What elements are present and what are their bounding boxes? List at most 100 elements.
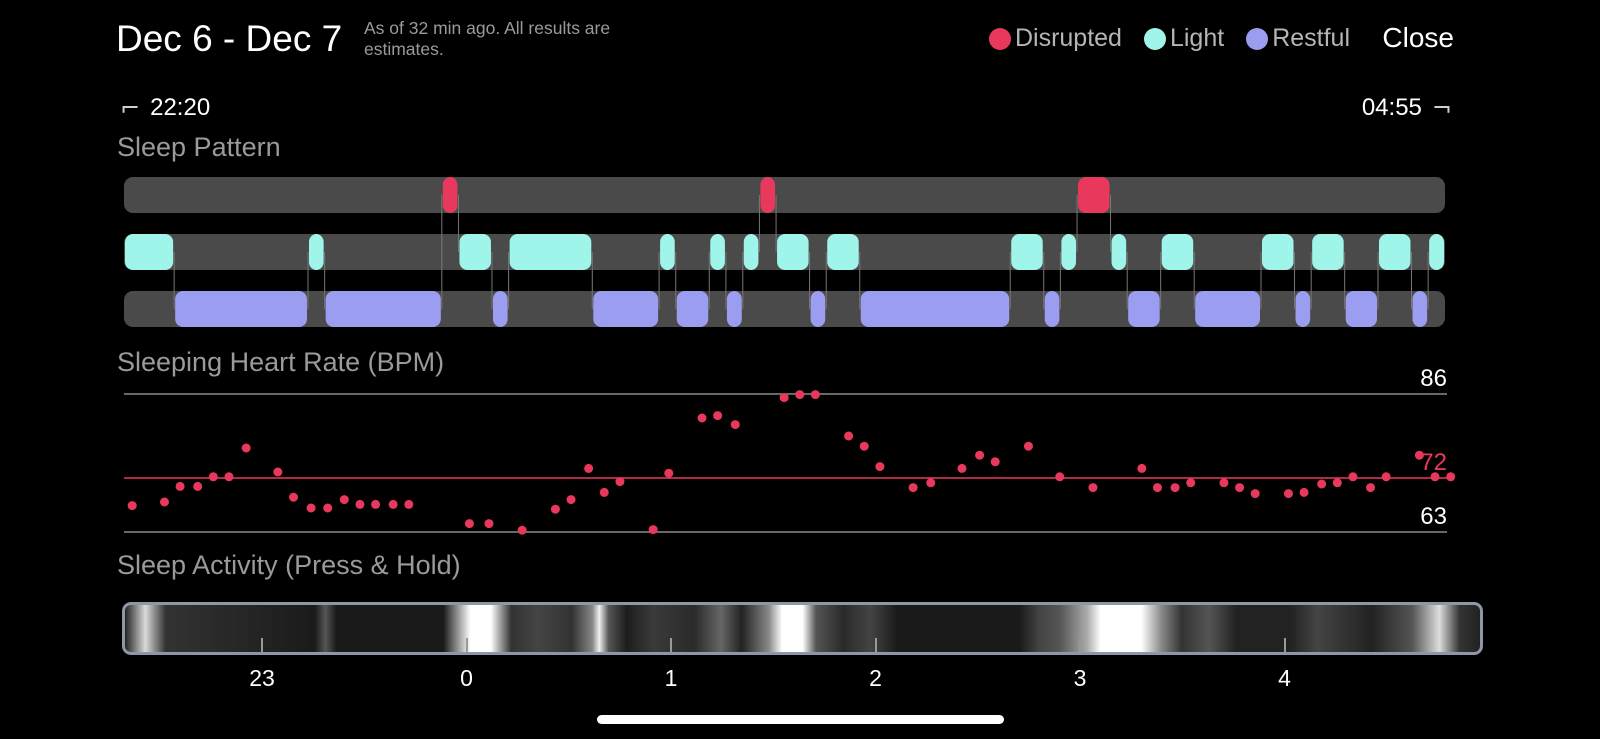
x-tick-mark [874, 638, 877, 652]
x-tick-mark [1079, 638, 1081, 652]
restful-dot-icon [1246, 27, 1269, 50]
heart-rate-point [1430, 472, 1440, 482]
heart-rate-point [175, 481, 185, 491]
heart-rate-point [388, 499, 398, 509]
segment-restful [1044, 291, 1060, 327]
segment-light [125, 234, 174, 270]
segment-restful [1412, 291, 1428, 327]
segment-light [1111, 234, 1127, 270]
legend-restful-label: Restful [1272, 24, 1350, 52]
segment-restful [676, 291, 709, 327]
x-tick-mark [465, 638, 468, 652]
end-time: 04:55 ¬ [1362, 94, 1452, 122]
heart-rate-point [1023, 441, 1033, 451]
heart-rate-point [484, 519, 494, 529]
reference-label-72: 72 [1420, 449, 1447, 476]
heart-rate-point [159, 497, 169, 507]
segment-restful [860, 291, 1010, 327]
heart-rate-point [779, 393, 789, 403]
heart-rate-point [1219, 478, 1229, 488]
sleep-activity-bar[interactable] [122, 602, 1483, 655]
segment-disrupted [1078, 177, 1110, 213]
heart-rate-point [517, 525, 527, 535]
end-time-label: 04:55 [1361, 94, 1422, 121]
heart-rate-point [288, 492, 298, 502]
bracket-right-icon: ¬ [1431, 94, 1452, 122]
heart-rate-point [697, 413, 707, 423]
heart-rate-point [648, 525, 658, 535]
heart-rate-point [584, 463, 594, 473]
x-tick-mark [261, 638, 263, 652]
heart-rate-point [1381, 472, 1391, 482]
heart-rate-point [464, 519, 474, 529]
segment-light [1312, 234, 1344, 270]
lane-track-restful [124, 291, 1445, 327]
lane-track-light [124, 234, 1445, 270]
estimate-note: As of 32 min ago. All results are estima… [364, 18, 611, 59]
heart-rate-point [1088, 483, 1098, 493]
segment-light [777, 234, 809, 270]
segment-restful [325, 291, 441, 327]
heart-rate-point [323, 503, 333, 513]
heart-rate-point [859, 441, 869, 451]
segment-restful [492, 291, 508, 327]
x-tick-label: 3 [1073, 665, 1087, 691]
heart-rate-point [566, 495, 576, 505]
x-tick-mark [670, 638, 672, 652]
heart-rate-point [1152, 483, 1162, 493]
segment-restful [593, 291, 659, 327]
close-button[interactable]: Close [1382, 22, 1454, 53]
legend: Disrupted Light Restful [988, 24, 1350, 53]
heart-rate-point [127, 501, 137, 511]
heart-rate-point [193, 481, 203, 491]
bracket-left-icon: ⌐ [120, 94, 141, 122]
heart-rate-point [355, 499, 365, 509]
segment-light [743, 234, 759, 270]
heart-rate-point [273, 467, 283, 477]
heart-rate-point [730, 420, 740, 430]
heart-rate-point [208, 472, 218, 482]
heart-rate-point [615, 477, 625, 487]
segment-light [827, 234, 859, 270]
legend-restful: Restful [1246, 24, 1350, 53]
heart-rate-point [975, 450, 985, 460]
heart-rate-point [810, 390, 820, 400]
heart-rate-point [306, 503, 316, 513]
segment-restful [175, 291, 307, 327]
sleep-pattern-title: Sleep Pattern [117, 132, 281, 162]
heart-rate-chart: 86 72 63 [124, 365, 1456, 535]
x-tick-label: 2 [869, 665, 882, 691]
sleep-pattern-chart [124, 177, 1445, 327]
segment-light [710, 234, 725, 270]
heart-rate-point [224, 472, 234, 482]
heart-rate-point [1366, 483, 1376, 493]
heart-rate-point [1235, 483, 1245, 493]
heart-rate-point [908, 483, 918, 493]
heart-rate-point [404, 499, 414, 509]
reference-label-63: 63 [1420, 503, 1447, 530]
x-tick-mark [1283, 638, 1286, 652]
heart-rate-point [1299, 487, 1309, 497]
segment-light [308, 234, 324, 270]
segment-light [1378, 234, 1411, 270]
heart-rate-point [1186, 478, 1196, 488]
segment-light [660, 234, 675, 270]
home-indicator[interactable] [597, 715, 1004, 724]
legend-disrupted: Disrupted [988, 24, 1122, 53]
heart-rate-point [241, 443, 251, 453]
heart-rate-point [795, 390, 805, 400]
heart-rate-point [875, 462, 885, 472]
heart-rate-point [371, 499, 381, 509]
segment-restful [1128, 291, 1160, 327]
segment-light [1262, 234, 1294, 270]
segment-disrupted [442, 177, 458, 213]
segment-restful [810, 291, 826, 327]
x-tick-label: 1 [664, 665, 678, 691]
segment-restful [726, 291, 742, 327]
segment-restful [1295, 291, 1311, 327]
heart-rate-point [1414, 450, 1424, 460]
heart-rate-point [1332, 478, 1342, 488]
segment-light [509, 234, 592, 270]
heart-rate-point [550, 504, 560, 514]
lane-track-disrupted [124, 177, 1445, 213]
